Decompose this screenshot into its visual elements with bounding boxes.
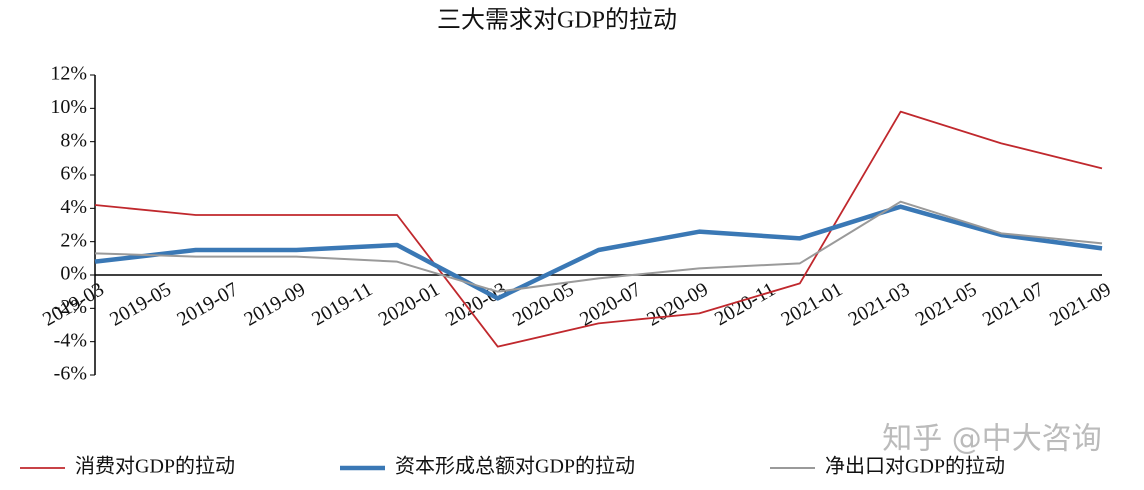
x-tick-label: 2021-03 (845, 278, 914, 330)
x-tick-label: 2019-05 (106, 278, 175, 330)
legend-label: 资本形成总额对GDP的拉动 (395, 455, 635, 478)
x-tick-label: 2021-05 (912, 278, 981, 330)
y-tick-label: 0% (60, 263, 87, 285)
legend-label: 净出口对GDP的拉动 (825, 455, 1005, 478)
y-tick-label: 4% (60, 196, 87, 218)
x-tick-label: 2020-01 (375, 278, 444, 330)
y-tick-label: 12% (50, 63, 87, 85)
x-tick-label: 2021-07 (979, 278, 1048, 330)
y-tick-label: 8% (60, 129, 87, 151)
y-tick-label: 2% (60, 229, 87, 251)
y-tick-label: -6% (54, 363, 87, 385)
x-tick-label: 2019-07 (173, 278, 242, 330)
x-tick-label: 2019-09 (240, 278, 309, 330)
x-tick-label: 2021-09 (1046, 278, 1115, 330)
y-tick-label: -2% (54, 296, 87, 318)
series-line (94, 204, 1103, 301)
y-tick-label: 10% (50, 96, 87, 118)
y-tick-label: -4% (54, 329, 87, 351)
x-tick-label: 2020-11 (711, 278, 779, 330)
y-tick-label: 6% (60, 163, 87, 185)
series-line (94, 200, 1103, 293)
x-tick-label: 2020-09 (643, 278, 712, 330)
x-tick-label: 2019-03 (39, 278, 108, 330)
legend-label: 消费对GDP的拉动 (75, 455, 235, 478)
chart-title: 三大需求对GDP的拉动 (437, 7, 677, 34)
watermark: 知乎 @中大咨询 (882, 422, 1102, 457)
series-line (94, 110, 1103, 348)
x-tick-label: 2019-11 (308, 278, 376, 330)
